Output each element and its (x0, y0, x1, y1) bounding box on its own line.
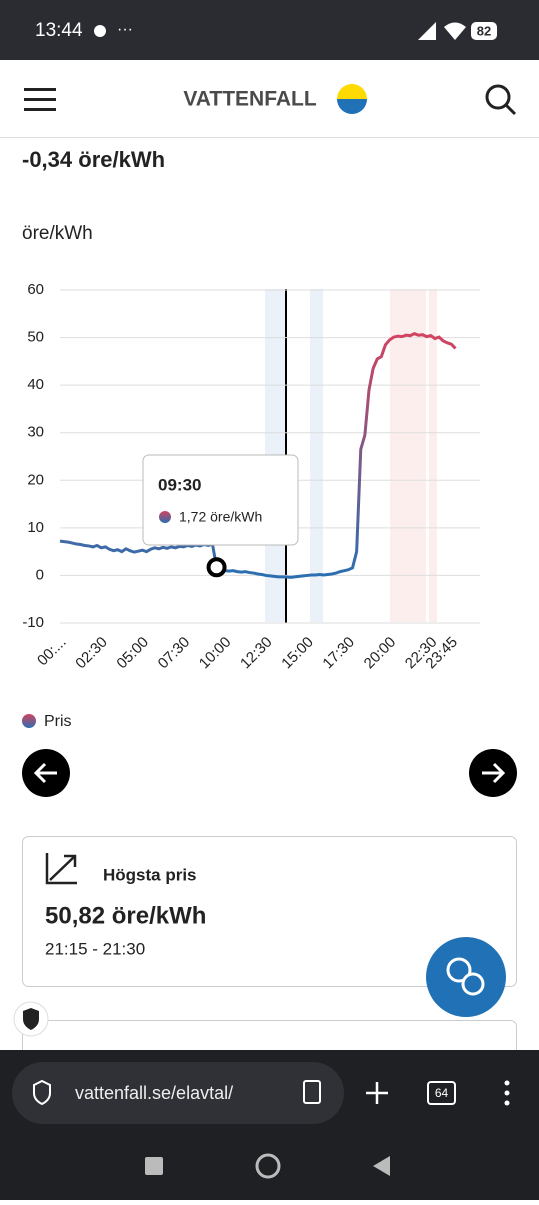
x-tick-label: 00:... (34, 634, 70, 670)
search[interactable] (485, 84, 517, 116)
y-tick-label: 60 (27, 281, 44, 298)
cheap-band (310, 289, 323, 622)
current-price: -0,34 öre/kWh (22, 147, 165, 172)
legend-label[interactable]: Pris (44, 713, 72, 730)
legend-swatch (22, 714, 36, 728)
tooltip-marker (206, 557, 227, 578)
prev-button[interactable] (22, 749, 70, 797)
site-info[interactable] (33, 1079, 51, 1106)
tooltip-swatch (159, 511, 171, 523)
reader-icon[interactable] (303, 1080, 321, 1104)
url[interactable]: vattenfall.se/elavtal/ (75, 1083, 233, 1103)
clock: 13:44 (35, 20, 83, 41)
chat-button[interactable] (426, 937, 506, 1017)
notif-icon (94, 25, 106, 37)
card (22, 836, 517, 987)
x-tick-label: 10:00 (196, 634, 235, 673)
y-tick-label: 30 (27, 424, 44, 441)
logo-sun (337, 84, 367, 99)
expensive-band (429, 289, 437, 622)
logo-sea (337, 99, 367, 114)
x-tick-label: 12:30 (237, 634, 276, 673)
next-button[interactable] (469, 749, 517, 797)
y-tick-label: -10 (22, 614, 44, 631)
expensive-band (390, 289, 426, 622)
menu[interactable] (24, 88, 56, 111)
y-tick-label: 50 (27, 329, 44, 346)
x-tick-label: 05:00 (113, 634, 152, 673)
tooltip-box (142, 454, 299, 546)
tab-count: 64 (435, 1086, 449, 1100)
trend-icon (45, 853, 77, 885)
tooltip-time: 09:30 (158, 475, 201, 494)
new-tab[interactable] (366, 1082, 388, 1104)
x-tick-label: 07:30 (155, 634, 194, 673)
card-title: Högsta pris (103, 865, 197, 884)
battery-level: 82 (477, 23, 491, 38)
logo[interactable]: VATTENFALL (183, 88, 317, 111)
x-tick-label: 02:30 (72, 634, 111, 673)
url-bar[interactable] (12, 1062, 344, 1124)
more: ··· (117, 21, 133, 38)
tooltip-value: 1,72 öre/kWh (179, 509, 262, 525)
security-badge[interactable] (13, 1001, 49, 1037)
nav-back[interactable] (373, 1156, 390, 1176)
nav-home[interactable] (255, 1153, 281, 1179)
tabs[interactable] (427, 1081, 456, 1105)
nav-recents[interactable] (145, 1157, 163, 1175)
y-tick-label: 40 (27, 376, 44, 393)
y-tick-label: 0 (36, 566, 44, 583)
card-period: 21:15 - 21:30 (45, 939, 145, 958)
y-tick-label: 10 (27, 519, 44, 536)
x-tick-label: 20:00 (361, 634, 400, 673)
y-tick-label: 20 (27, 471, 44, 488)
y-axis-label: öre/kWh (22, 223, 93, 244)
signal (418, 22, 436, 40)
x-tick-label: 17:30 (319, 634, 358, 673)
x-tick-label: 15:00 (278, 634, 317, 673)
card-price: 50,82 öre/kWh (45, 902, 206, 929)
wifi (444, 22, 466, 40)
tooltip: 09:30 1,72 öre/kWh (142, 454, 299, 546)
browser-menu[interactable] (504, 1080, 510, 1106)
battery (471, 22, 497, 40)
price-line (59, 332, 457, 579)
chart (265, 289, 437, 622)
